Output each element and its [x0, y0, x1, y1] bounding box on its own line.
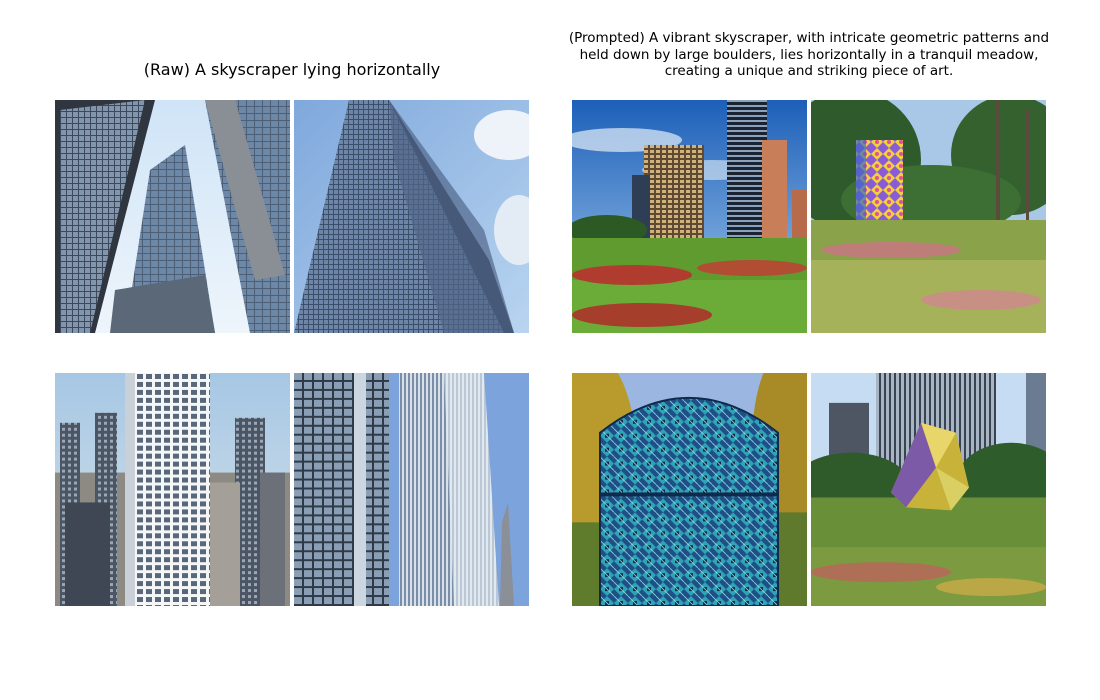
prompted-image-3 [572, 373, 807, 606]
prompted-image-1 [572, 100, 807, 333]
prompted-image-2 [811, 100, 1046, 333]
raw-image-3 [55, 373, 290, 606]
raw-image-4 [294, 373, 529, 606]
raw-panel-title: (Raw) A skyscraper lying horizontally [143, 60, 441, 79]
raw-image-2 [294, 100, 529, 333]
prompted-image-4 [811, 373, 1046, 606]
raw-image-1 [55, 100, 290, 333]
prompted-panel-title: (Prompted) A vibrant skyscraper, with in… [568, 30, 1050, 79]
